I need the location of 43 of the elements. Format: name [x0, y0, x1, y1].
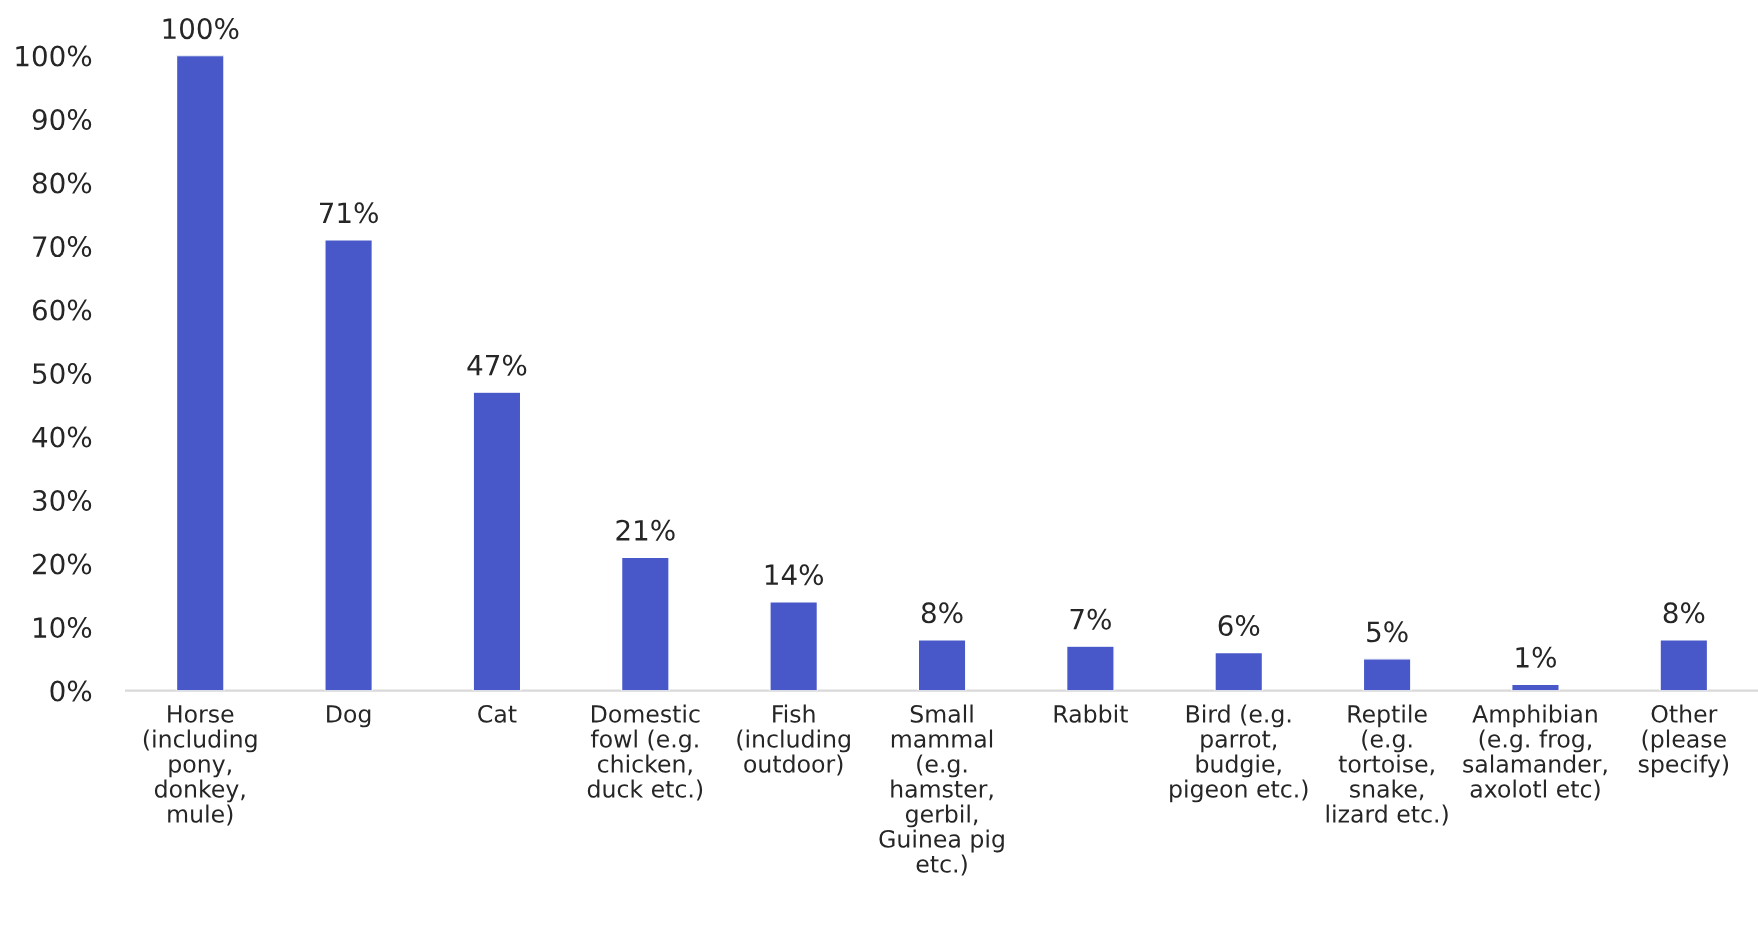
- x-tick-label: Rabbit: [1054, 704, 1128, 723]
- x-tick-label: Dog: [327, 705, 371, 728]
- bar: [1659, 639, 1709, 691]
- x-tick-label: Horse (including pony, donkey, mule): [143, 705, 257, 826]
- y-tick-label: 90%: [32, 109, 92, 131]
- y-tick-label: 60%: [32, 299, 92, 321]
- bar: [620, 556, 670, 691]
- data-label: 1%: [1516, 646, 1556, 668]
- data-label: 47%: [467, 354, 527, 376]
- x-tick-label: Bird (e.g. parrot, budgie, pigeon etc.): [1170, 704, 1308, 803]
- x-tick-label: Small mammal (e.g. hamster, gerbil, Guinea pig etc.): [879, 704, 1004, 876]
- bar: [769, 601, 819, 691]
- y-tick-label: 50%: [33, 363, 92, 385]
- x-tick-label: Reptile (e.g. tortoise, snake, lizard etc.): [1326, 704, 1448, 826]
- x-tick-label: Amphibian (e.g. frog, salamander, axolotl etc): [1463, 704, 1607, 801]
- x-tick-label: Fish (including outdoor): [737, 704, 850, 776]
- x-tick-label: Cat: [478, 704, 517, 723]
- data-label: 8%: [921, 602, 963, 624]
- y-tick-label: 0%: [50, 680, 92, 702]
- data-label: 100%: [163, 18, 239, 40]
- y-tick-label: 30%: [33, 490, 92, 512]
- y-tick-label: 40%: [32, 426, 92, 448]
- y-tick-label: 100%: [16, 45, 92, 67]
- bar: [1362, 658, 1412, 691]
- bar: [324, 239, 374, 691]
- bar: [917, 639, 967, 691]
- data-label: 7%: [1070, 608, 1111, 630]
- bar: [175, 55, 225, 691]
- bar: [472, 391, 522, 691]
- data-label: 14%: [765, 564, 823, 586]
- x-tick-label: Domestic fowl (e.g. chicken, duck etc.): [587, 704, 703, 801]
- bar: [1214, 651, 1264, 691]
- y-tick-label: 80%: [32, 172, 92, 194]
- data-label: 21%: [616, 519, 675, 541]
- data-label: 8%: [1663, 602, 1705, 624]
- data-label: 5%: [1367, 621, 1408, 643]
- bar: [1065, 645, 1115, 691]
- y-tick-label: 20%: [33, 553, 92, 575]
- data-label: 71%: [320, 202, 378, 224]
- y-tick-label: 70%: [33, 236, 92, 258]
- x-tick-label: Other (please specify): [1638, 704, 1729, 778]
- y-tick-label: 10%: [34, 617, 92, 639]
- data-label: 6%: [1218, 615, 1260, 637]
